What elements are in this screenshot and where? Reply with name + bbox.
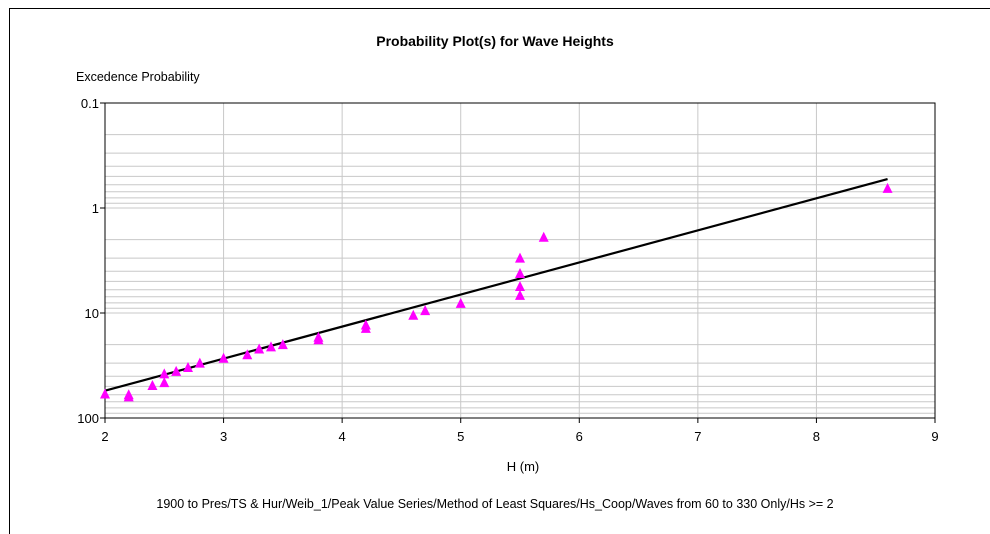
axis-ticks: 2 3 4 5 6 7 8 9 0.1 1 10 100 [77,96,938,444]
y-tick-label: 1 [92,201,99,216]
data-point [159,377,170,388]
data-point [515,289,525,300]
x-tick-label: 2 [101,429,108,444]
data-point [277,339,288,350]
y-axis-label: Excedence Probability [76,70,200,84]
data-point [266,341,276,352]
data-point [242,349,253,360]
x-tick-label: 8 [813,429,820,444]
x-tick-label: 9 [931,429,938,444]
x-tick-label: 3 [220,429,227,444]
data-point [408,309,419,320]
data-point [313,331,324,342]
data-point [538,231,549,242]
data-point [455,297,466,308]
y-tick-label: 0.1 [81,96,99,111]
data-point [194,357,205,368]
chart-frame [9,8,990,534]
data-point [183,361,193,372]
x-tick-label: 7 [694,429,701,444]
x-axis-label: H (m) [506,459,540,474]
fit-line-layer [104,177,888,392]
plot-area [104,102,936,419]
data-point [360,319,371,330]
data-point [159,368,170,379]
y-tick-label: 10 [85,306,99,321]
data-points [100,182,893,402]
y-tick-label: 100 [77,411,99,426]
data-point [515,281,525,292]
data-point [100,388,110,399]
data-point [123,389,134,400]
fit-line [104,177,888,392]
data-point [147,379,158,390]
x-tick-label: 4 [339,429,346,444]
chart-title: Probability Plot(s) for Wave Heights [376,33,614,49]
data-point [171,365,182,376]
x-tick-label: 6 [576,429,583,444]
x-tick-label: 5 [457,429,464,444]
data-point [254,343,265,354]
data-point [218,352,229,363]
data-point [515,252,525,263]
data-point [420,305,431,316]
data-point [882,182,893,193]
data-point [515,267,525,278]
chart-footer: 1900 to Pres/TS & Hur/Weib_1/Peak Value … [156,497,834,511]
